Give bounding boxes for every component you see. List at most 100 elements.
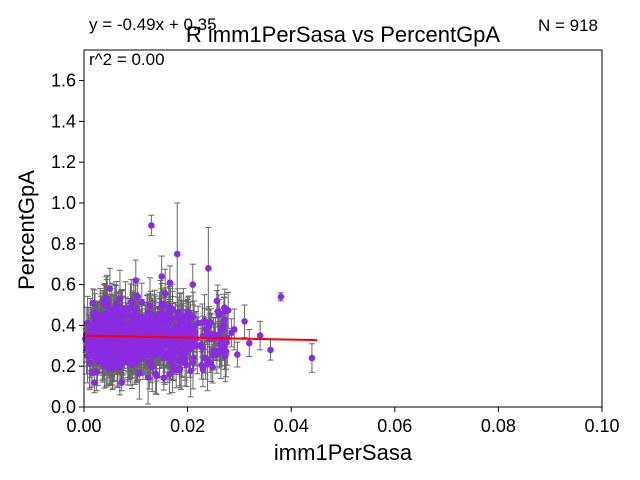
data-point <box>178 348 185 356</box>
data-point <box>308 354 316 362</box>
data-point <box>150 315 158 322</box>
y-axis-label: PercentGpA <box>14 170 39 290</box>
data-point <box>167 308 174 316</box>
data-point <box>132 304 139 312</box>
data-point <box>163 350 170 358</box>
sample-count: N = 918 <box>538 16 598 35</box>
data-point <box>215 311 222 319</box>
data-point <box>91 314 99 321</box>
data-point <box>187 367 195 375</box>
data-point <box>101 301 109 308</box>
data-point <box>86 359 93 367</box>
data-point <box>166 370 173 378</box>
y-tick-label: 0.8 <box>51 234 76 254</box>
data-point <box>146 302 154 309</box>
data-point <box>104 345 112 352</box>
data-point <box>142 345 149 353</box>
data-point <box>101 318 109 326</box>
data-point <box>158 341 165 348</box>
data-point <box>91 379 98 386</box>
data-point <box>179 328 186 335</box>
data-point <box>136 369 143 377</box>
data-point <box>130 343 138 351</box>
data-point <box>118 319 125 327</box>
data-point <box>172 345 180 353</box>
data-point <box>201 317 208 325</box>
data-point <box>108 351 116 358</box>
data-point <box>153 372 160 380</box>
data-point <box>108 307 116 314</box>
data-point <box>219 338 226 345</box>
data-point <box>85 341 92 349</box>
plot-area <box>82 202 318 405</box>
y-tick-label: 0.0 <box>51 397 76 417</box>
y-tick-label: 1.4 <box>51 111 76 131</box>
data-point <box>207 319 215 326</box>
data-point <box>105 364 113 372</box>
data-point <box>110 338 118 345</box>
data-point <box>161 290 169 297</box>
data-point <box>115 341 122 349</box>
data-point <box>190 354 198 362</box>
data-point <box>198 361 205 369</box>
data-point <box>134 293 142 300</box>
data-point <box>160 374 168 382</box>
data-point <box>159 320 167 328</box>
data-point <box>207 360 215 368</box>
data-point <box>160 326 168 334</box>
data-point <box>144 309 151 316</box>
x-tick-label: 0.04 <box>274 416 309 436</box>
data-point <box>267 346 274 354</box>
data-point <box>230 326 238 333</box>
x-tick-label: 0.10 <box>584 416 619 436</box>
data-point <box>119 310 127 317</box>
data-point <box>201 354 208 362</box>
data-point <box>174 313 181 321</box>
fit-equation: y = -0.49x + 0.35 <box>89 15 217 34</box>
data-point <box>177 358 185 366</box>
data-point <box>94 354 102 362</box>
data-point <box>213 297 221 305</box>
data-point <box>144 374 152 381</box>
data-point <box>184 308 191 315</box>
data-point <box>116 295 124 302</box>
data-point <box>184 320 192 328</box>
y-tick-label: 0.4 <box>51 315 76 335</box>
data-point <box>277 293 285 301</box>
x-tick-label: 0.02 <box>170 416 205 436</box>
data-point <box>211 335 218 343</box>
data-point <box>219 344 227 351</box>
data-point <box>220 321 228 328</box>
data-point <box>97 328 105 335</box>
data-point <box>138 313 146 321</box>
data-point <box>179 317 187 325</box>
data-point <box>132 277 140 284</box>
data-point <box>148 222 155 229</box>
data-point <box>168 351 176 359</box>
data-point <box>106 285 114 292</box>
y-tick-label: 1.0 <box>51 193 76 213</box>
axis-ticks: 0.00 0.02 0.04 0.06 0.08 0.10 0.0 0.2 0.4 0.6 0.8 1… <box>51 71 620 436</box>
data-point <box>158 273 165 280</box>
data-point <box>98 348 106 356</box>
data-point <box>119 359 126 366</box>
data-point <box>173 250 181 258</box>
data-point <box>126 347 133 355</box>
data-point <box>133 348 140 356</box>
data-point <box>120 353 127 361</box>
x-tick-label: 0.08 <box>481 416 516 436</box>
data-point <box>197 341 205 349</box>
data-point <box>84 352 91 360</box>
y-tick-label: 1.6 <box>51 71 76 91</box>
data-point <box>169 326 177 333</box>
data-point <box>245 339 253 347</box>
data-point <box>91 349 98 357</box>
data-point <box>133 320 141 328</box>
data-point <box>169 361 176 369</box>
data-point <box>155 327 163 334</box>
data-point <box>93 342 100 350</box>
x-tick-label: 0.06 <box>377 416 412 436</box>
data-point <box>241 318 248 325</box>
data-point <box>178 353 186 361</box>
data-point <box>147 344 155 352</box>
